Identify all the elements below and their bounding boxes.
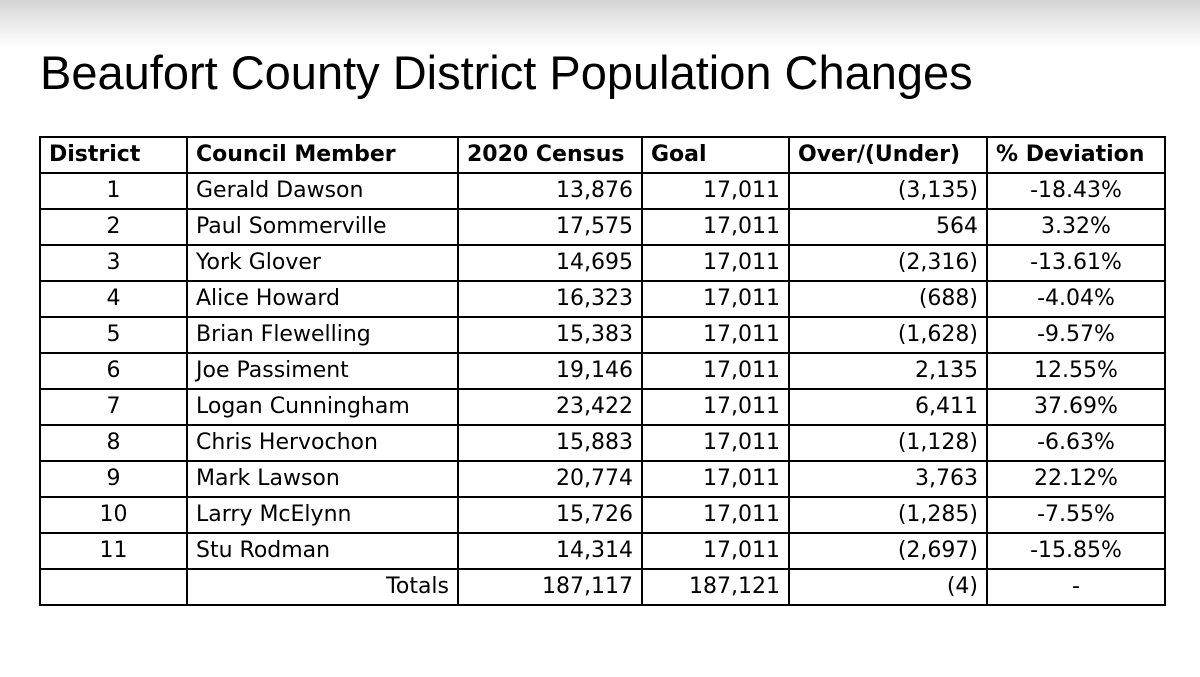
table-row: 6 Joe Passiment 19,146 17,011 2,135 12.5… bbox=[39, 352, 1166, 390]
cell-percent-deviation: 3.32% bbox=[986, 208, 1166, 246]
cell-goal: 17,011 bbox=[641, 496, 790, 534]
cell-percent-deviation: -15.85% bbox=[986, 532, 1166, 570]
totals-row: Totals 187,117 187,121 (4) - bbox=[39, 568, 1166, 606]
cell-goal: 17,011 bbox=[641, 424, 790, 462]
table-row: 10 Larry McElynn 15,726 17,011 (1,285) -… bbox=[39, 496, 1166, 534]
cell-percent-deviation: -9.57% bbox=[986, 316, 1166, 354]
table-row: 7 Logan Cunningham 23,422 17,011 6,411 3… bbox=[39, 388, 1166, 426]
cell-2020-census: 15,726 bbox=[457, 496, 643, 534]
cell-council-member: Mark Lawson bbox=[186, 460, 459, 498]
cell-percent-deviation: 37.69% bbox=[986, 388, 1166, 426]
totals-over-under: (4) bbox=[788, 568, 988, 606]
cell-council-member: Alice Howard bbox=[186, 280, 459, 318]
cell-percent-deviation: 12.55% bbox=[986, 352, 1166, 390]
totals-percent-deviation: - bbox=[986, 568, 1166, 606]
header-over-under: Over/(Under) bbox=[788, 136, 988, 174]
cell-over-under: 6,411 bbox=[788, 388, 988, 426]
cell-2020-census: 23,422 bbox=[457, 388, 643, 426]
cell-percent-deviation: -4.04% bbox=[986, 280, 1166, 318]
population-table: District Council Member 2020 Census Goal… bbox=[39, 136, 1166, 606]
cell-council-member: York Glover bbox=[186, 244, 459, 282]
cell-district: 10 bbox=[39, 496, 188, 534]
totals-label: Totals bbox=[186, 568, 459, 606]
cell-2020-census: 15,883 bbox=[457, 424, 643, 462]
cell-2020-census: 13,876 bbox=[457, 172, 643, 210]
table-row: 3 York Glover 14,695 17,011 (2,316) -13.… bbox=[39, 244, 1166, 282]
cell-district: 8 bbox=[39, 424, 188, 462]
cell-2020-census: 20,774 bbox=[457, 460, 643, 498]
table-row: 4 Alice Howard 16,323 17,011 (688) -4.04… bbox=[39, 280, 1166, 318]
cell-district: 9 bbox=[39, 460, 188, 498]
cell-percent-deviation: -6.63% bbox=[986, 424, 1166, 462]
cell-council-member: Gerald Dawson bbox=[186, 172, 459, 210]
cell-district: 6 bbox=[39, 352, 188, 390]
cell-council-member: Paul Sommerville bbox=[186, 208, 459, 246]
cell-2020-census: 16,323 bbox=[457, 280, 643, 318]
cell-goal: 17,011 bbox=[641, 208, 790, 246]
cell-over-under: 3,763 bbox=[788, 460, 988, 498]
cell-2020-census: 14,314 bbox=[457, 532, 643, 570]
cell-district: 4 bbox=[39, 280, 188, 318]
cell-over-under: 564 bbox=[788, 208, 988, 246]
cell-percent-deviation: -18.43% bbox=[986, 172, 1166, 210]
cell-2020-census: 19,146 bbox=[457, 352, 643, 390]
header-council-member: Council Member bbox=[186, 136, 459, 174]
totals-district-cell bbox=[39, 568, 188, 606]
cell-goal: 17,011 bbox=[641, 316, 790, 354]
cell-percent-deviation: 22.12% bbox=[986, 460, 1166, 498]
cell-over-under: (688) bbox=[788, 280, 988, 318]
cell-district: 5 bbox=[39, 316, 188, 354]
cell-district: 3 bbox=[39, 244, 188, 282]
header-percent-deviation: % Deviation bbox=[986, 136, 1166, 174]
cell-2020-census: 14,695 bbox=[457, 244, 643, 282]
table-row: 9 Mark Lawson 20,774 17,011 3,763 22.12% bbox=[39, 460, 1166, 498]
table-row: 11 Stu Rodman 14,314 17,011 (2,697) -15.… bbox=[39, 532, 1166, 570]
header-2020-census: 2020 Census bbox=[457, 136, 643, 174]
cell-district: 2 bbox=[39, 208, 188, 246]
totals-goal: 187,121 bbox=[641, 568, 790, 606]
totals-2020-census: 187,117 bbox=[457, 568, 643, 606]
cell-over-under: (3,135) bbox=[788, 172, 988, 210]
cell-council-member: Brian Flewelling bbox=[186, 316, 459, 354]
cell-over-under: (1,128) bbox=[788, 424, 988, 462]
table-row: 5 Brian Flewelling 15,383 17,011 (1,628)… bbox=[39, 316, 1166, 354]
cell-over-under: (2,697) bbox=[788, 532, 988, 570]
cell-district: 1 bbox=[39, 172, 188, 210]
cell-2020-census: 17,575 bbox=[457, 208, 643, 246]
slide-title: Beaufort County District Population Chan… bbox=[40, 46, 973, 99]
cell-district: 11 bbox=[39, 532, 188, 570]
table-row: 1 Gerald Dawson 13,876 17,011 (3,135) -1… bbox=[39, 172, 1166, 210]
cell-percent-deviation: -13.61% bbox=[986, 244, 1166, 282]
cell-over-under: (1,285) bbox=[788, 496, 988, 534]
table-row: 2 Paul Sommerville 17,575 17,011 564 3.3… bbox=[39, 208, 1166, 246]
cell-goal: 17,011 bbox=[641, 388, 790, 426]
cell-percent-deviation: -7.55% bbox=[986, 496, 1166, 534]
top-gradient-band bbox=[0, 0, 1200, 48]
cell-2020-census: 15,383 bbox=[457, 316, 643, 354]
cell-council-member: Chris Hervochon bbox=[186, 424, 459, 462]
cell-over-under: 2,135 bbox=[788, 352, 988, 390]
cell-goal: 17,011 bbox=[641, 460, 790, 498]
table-row: 8 Chris Hervochon 15,883 17,011 (1,128) … bbox=[39, 424, 1166, 462]
cell-council-member: Stu Rodman bbox=[186, 532, 459, 570]
cell-council-member: Larry McElynn bbox=[186, 496, 459, 534]
table-header-row: District Council Member 2020 Census Goal… bbox=[39, 136, 1166, 174]
cell-goal: 17,011 bbox=[641, 532, 790, 570]
header-goal: Goal bbox=[641, 136, 790, 174]
cell-over-under: (2,316) bbox=[788, 244, 988, 282]
cell-goal: 17,011 bbox=[641, 172, 790, 210]
cell-goal: 17,011 bbox=[641, 352, 790, 390]
cell-goal: 17,011 bbox=[641, 244, 790, 282]
cell-over-under: (1,628) bbox=[788, 316, 988, 354]
cell-council-member: Logan Cunningham bbox=[186, 388, 459, 426]
cell-district: 7 bbox=[39, 388, 188, 426]
header-district: District bbox=[39, 136, 188, 174]
cell-goal: 17,011 bbox=[641, 280, 790, 318]
cell-council-member: Joe Passiment bbox=[186, 352, 459, 390]
